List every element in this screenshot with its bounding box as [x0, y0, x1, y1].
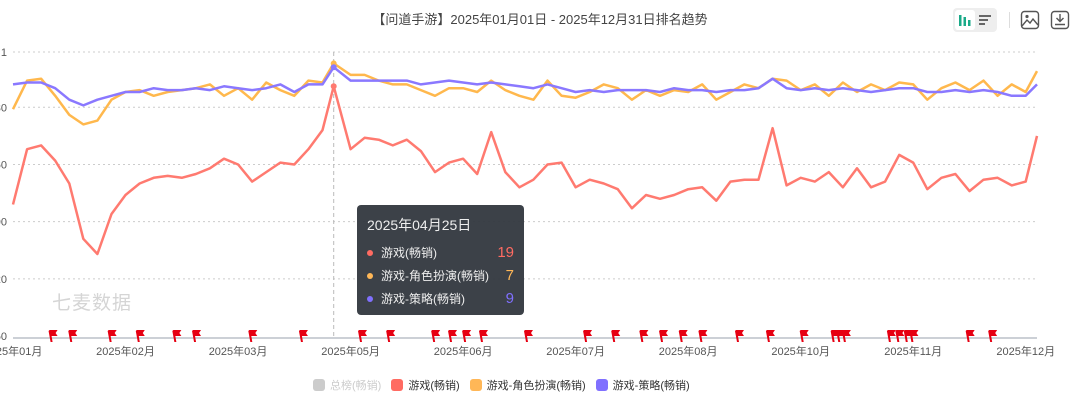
y-tick-label: 90 — [0, 217, 7, 229]
x-tick-label: 2025年08月 — [659, 344, 718, 358]
event-flag-icon — [135, 330, 145, 342]
toolbar-divider — [1009, 12, 1010, 28]
y-tick-label: 1 — [1, 47, 7, 59]
list-view-button[interactable] — [975, 10, 995, 30]
tooltip: 2025年04月25日 游戏(畅销) 19 游戏-角色扮演(畅销) 7 游戏-策… — [357, 205, 524, 315]
x-tick-label: 2025年06月 — [434, 344, 493, 358]
series-line-1 — [11, 62, 1039, 126]
x-tick-label: 2025年12月 — [996, 344, 1055, 358]
legend-label: 游戏-角色扮演(畅销) — [486, 380, 586, 392]
series-line-2 — [12, 65, 1038, 107]
legend-item-rpg[interactable]: 游戏-角色扮演(畅销) — [469, 377, 586, 393]
tooltip-row: 游戏-角色扮演(畅销) 7 — [367, 264, 514, 287]
y-tick-label: 60 — [0, 159, 7, 171]
save-image-icon[interactable] — [1020, 10, 1040, 30]
event-flag-icon — [611, 330, 621, 342]
legend-label: 总榜(畅销) — [330, 380, 382, 392]
y-tick-label: 120 — [0, 274, 7, 286]
legend: 总榜(畅销) 游戏(畅销) 游戏-角色扮演(畅销) 游戏-策略(畅销) — [313, 377, 700, 393]
event-flag-icon — [448, 330, 458, 342]
highlight-point — [330, 83, 337, 90]
chart-title: 【问道手游】2025年01月01日 - 2025年12月31日排名趋势 — [372, 12, 708, 27]
series-line-0 — [11, 85, 1039, 256]
legend-label: 游戏(畅销) — [408, 380, 460, 392]
event-flag-icon — [734, 330, 744, 342]
event-flag-icon — [698, 330, 708, 342]
bar-view-button[interactable] — [955, 10, 975, 30]
event-flag-icon — [192, 330, 202, 342]
series-dot-icon — [367, 295, 373, 302]
event-flag-icon — [172, 330, 182, 342]
tooltip-series-name: 游戏-策略(畅销) — [381, 292, 465, 306]
event-flag-icon — [431, 330, 441, 342]
event-flag-icon — [639, 330, 649, 342]
tooltip-value: 19 — [497, 244, 514, 261]
x-tick-label: 2025年10月 — [771, 344, 830, 358]
tooltip-date: 2025年04月25日 — [367, 217, 472, 233]
legend-swatch-icon — [595, 379, 608, 391]
x-tick-label: 2025年02月 — [96, 344, 155, 358]
x-tick-label: 2025年07月 — [546, 344, 605, 358]
event-flag-icon — [48, 330, 58, 342]
event-flag-icon — [583, 330, 593, 342]
legend-swatch-icon — [469, 379, 482, 391]
view-toggle — [953, 8, 997, 32]
event-flag-icon — [68, 330, 78, 342]
event-flag-icon — [765, 330, 775, 342]
highlight-point — [330, 64, 337, 71]
event-flag-icon — [909, 330, 919, 342]
legend-swatch-icon — [313, 379, 325, 391]
event-flag-icon — [988, 330, 998, 342]
y-tick-label: 30 — [0, 102, 7, 114]
event-flag-icon — [462, 330, 472, 342]
event-flag-icon — [524, 330, 533, 342]
list-icon — [979, 15, 991, 25]
tooltip-row: 游戏-策略(畅销) 9 — [367, 287, 514, 310]
series-dot-icon — [367, 272, 373, 279]
x-tick-label: 2025年05月 — [321, 344, 380, 358]
legend-item-total[interactable]: 总榜(畅销) — [313, 377, 381, 393]
watermark: 七麦数据 — [52, 293, 133, 314]
event-flag-icon — [841, 330, 851, 342]
chart-toolbar — [953, 8, 1080, 32]
event-flag-icon — [107, 330, 117, 342]
event-flag-icon — [886, 330, 896, 342]
y-tick-label: 150 — [0, 331, 7, 343]
event-flag-icon — [358, 330, 368, 342]
download-icon[interactable] — [1050, 10, 1070, 30]
event-flag-icon — [895, 330, 905, 342]
x-tick-label: 2025年11月 — [884, 344, 942, 358]
tooltip-series-name: 游戏(畅销) — [381, 246, 437, 260]
bar-chart-icon — [959, 15, 971, 26]
tooltip-series-name: 游戏-角色扮演(畅销) — [381, 269, 489, 283]
event-flag-icon — [659, 330, 669, 342]
tooltip-value: 7 — [505, 267, 514, 284]
event-flag-icon — [298, 330, 308, 342]
series-dot-icon — [367, 249, 373, 256]
legend-item-strategy[interactable]: 游戏-策略(畅销) — [595, 377, 690, 393]
legend-label: 游戏-策略(畅销) — [612, 380, 690, 392]
event-flag-icon — [478, 330, 488, 342]
legend-item-game[interactable]: 游戏(畅销) — [391, 377, 460, 393]
x-tick-label: 2025年01月 — [0, 344, 42, 358]
event-flag-icon — [799, 330, 809, 342]
tooltip-value: 9 — [505, 290, 514, 307]
event-flag-icon — [678, 330, 688, 342]
legend-swatch-icon — [391, 379, 404, 391]
event-flag-icon — [386, 330, 396, 342]
event-flag-icon — [965, 330, 975, 342]
event-flag-icon — [248, 330, 258, 342]
tooltip-row: 游戏(畅销) 19 — [367, 241, 514, 264]
x-tick-label: 2025年03月 — [209, 344, 268, 358]
